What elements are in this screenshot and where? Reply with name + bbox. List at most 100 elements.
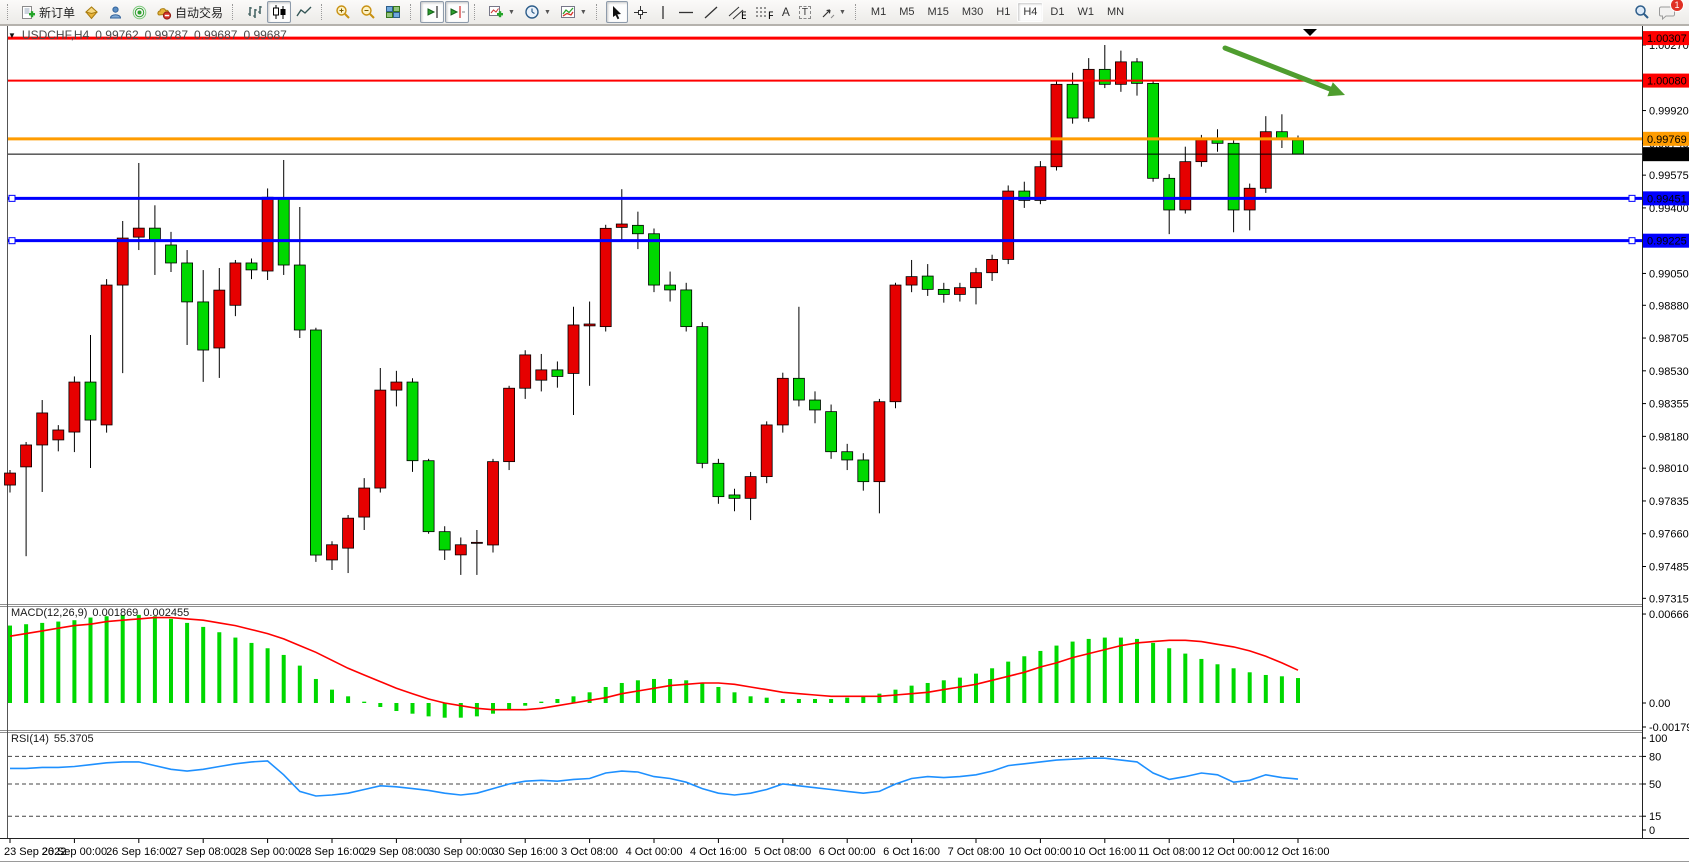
- trend-arrow-line[interactable]: [1222, 45, 1333, 92]
- macd-bar: [185, 622, 190, 703]
- auto-scroll-button[interactable]: [420, 1, 445, 23]
- zoom-in-button[interactable]: [331, 1, 355, 23]
- macd-bar: [523, 703, 528, 706]
- autotrading-button[interactable]: 自动交易: [152, 1, 227, 23]
- candlestick-chart-button[interactable]: [267, 1, 292, 23]
- text-button[interactable]: A: [778, 1, 794, 23]
- candle-body: [760, 424, 773, 478]
- candle-body: [229, 262, 242, 306]
- crosshair-button[interactable]: [629, 1, 652, 23]
- trend-arrow-head[interactable]: [1327, 82, 1345, 97]
- candle-body: [1050, 83, 1063, 168]
- search-button[interactable]: [1630, 1, 1654, 23]
- navigator-button[interactable]: [104, 1, 127, 23]
- price-level-box-label: 0.99769: [1647, 134, 1687, 146]
- macd-bar: [716, 686, 721, 703]
- shapes-button[interactable]: ▼: [816, 1, 850, 23]
- tab-timeframe-w1[interactable]: W1: [1077, 6, 1094, 18]
- candle-body: [438, 531, 451, 551]
- new-chart-button[interactable]: ▼: [484, 1, 519, 23]
- macd-bar: [442, 703, 447, 718]
- macd-bar: [893, 689, 898, 703]
- chat-button[interactable]: 1: [1655, 0, 1684, 23]
- price-axis[interactable]: 1.002700.999200.997450.995750.994000.990…: [1642, 40, 1689, 605]
- toolbar-gripper[interactable]: [7, 4, 12, 20]
- candle-body: [100, 284, 113, 426]
- price-tick-label: 0.97485: [1649, 561, 1689, 573]
- toolbar-gripper[interactable]: [474, 4, 479, 20]
- tab-timeframe-mn[interactable]: MN: [1106, 6, 1125, 18]
- level-line-handle[interactable]: [8, 237, 16, 245]
- macd-bar: [201, 626, 206, 703]
- line-chart-button[interactable]: [292, 1, 316, 23]
- crosshair-icon: [633, 5, 648, 20]
- zoom-out-button[interactable]: [356, 1, 380, 23]
- autotrading-icon: [156, 5, 172, 20]
- candle-body: [567, 324, 580, 374]
- trendline-button[interactable]: [699, 1, 723, 23]
- candle-body: [36, 412, 49, 446]
- bar-chart-button[interactable]: [242, 1, 266, 23]
- toolbar-gripper[interactable]: [595, 4, 601, 20]
- candle-body: [696, 326, 709, 464]
- tab-timeframe-m15[interactable]: M15: [927, 6, 949, 18]
- price-tick-label: 0.97660: [1649, 529, 1689, 541]
- vertical-line-button[interactable]: [653, 1, 673, 23]
- macd-bar: [346, 696, 351, 703]
- level-line-handle[interactable]: [1628, 194, 1636, 202]
- chart-shift-button[interactable]: [445, 1, 470, 23]
- price-tick-label: 0.98530: [1649, 366, 1689, 378]
- macd-bar: [1183, 653, 1188, 703]
- chart-shift-marker-icon[interactable]: [1303, 29, 1317, 36]
- price-tick-label: 0.98010: [1649, 463, 1689, 475]
- chart-background[interactable]: [0, 25, 1689, 861]
- toolbar-gripper[interactable]: [321, 4, 326, 20]
- candle-body: [921, 275, 934, 290]
- data-window-button[interactable]: [80, 1, 103, 23]
- vertical-line-icon: [657, 5, 669, 20]
- tab-timeframe-m5[interactable]: M5: [899, 6, 915, 18]
- macd-bar: [491, 703, 495, 714]
- rsi-line: [10, 757, 1299, 797]
- tab-timeframe-h1[interactable]: H1: [996, 6, 1011, 18]
- tab-timeframe-m1[interactable]: M1: [870, 6, 887, 18]
- level-line-handle[interactable]: [8, 194, 16, 202]
- toolbar-gripper[interactable]: [854, 4, 860, 20]
- channel-button[interactable]: E: [724, 1, 750, 23]
- indicators-button[interactable]: ▼: [556, 1, 591, 23]
- macd-bar: [474, 703, 479, 717]
- bar-chart-icon: [246, 4, 263, 20]
- rsi-axis[interactable]: 100 80 50 15 0: [1642, 733, 1667, 837]
- price-boxes: 1.00307 1.00080 0.99769 0.99687 0.99451 0.992…: [1643, 31, 1689, 248]
- tab-timeframe-h4[interactable]: H4: [1017, 2, 1044, 22]
- macd-bar: [217, 632, 222, 703]
- candle-body: [165, 244, 177, 264]
- level-line-handle[interactable]: [1628, 237, 1636, 245]
- candle-body: [1098, 68, 1111, 85]
- candle-body: [84, 381, 97, 421]
- macd-bar: [56, 621, 61, 703]
- terminal-button[interactable]: [128, 1, 151, 23]
- candle-body: [277, 197, 290, 266]
- cursor-button[interactable]: [605, 1, 628, 23]
- horizontal-line-button[interactable]: [674, 1, 698, 23]
- trend-arrow[interactable]: [1222, 45, 1345, 97]
- time-tick-label: 6 Oct 16:00: [883, 846, 940, 858]
- toolbar-gripper[interactable]: [410, 4, 415, 20]
- profiles-clock-button[interactable]: ▼: [520, 1, 555, 23]
- macd-axis[interactable]: 0.006664 0.00 -0.001798: [1642, 609, 1689, 734]
- candle-body: [664, 284, 676, 291]
- candlestick-chart-icon: [271, 4, 287, 20]
- text-label-button[interactable]: T: [795, 1, 815, 23]
- tab-timeframe-d1[interactable]: D1: [1050, 6, 1065, 18]
- fibonacci-button[interactable]: F: [751, 1, 777, 23]
- toolbar-gripper[interactable]: [232, 4, 237, 20]
- candle-body: [728, 494, 741, 499]
- new-order-button[interactable]: 新订单: [17, 1, 79, 23]
- candle-body: [390, 381, 403, 391]
- tile-windows-button[interactable]: [381, 1, 405, 23]
- tab-timeframe-m30[interactable]: M30: [961, 6, 984, 18]
- candle-body: [712, 462, 725, 498]
